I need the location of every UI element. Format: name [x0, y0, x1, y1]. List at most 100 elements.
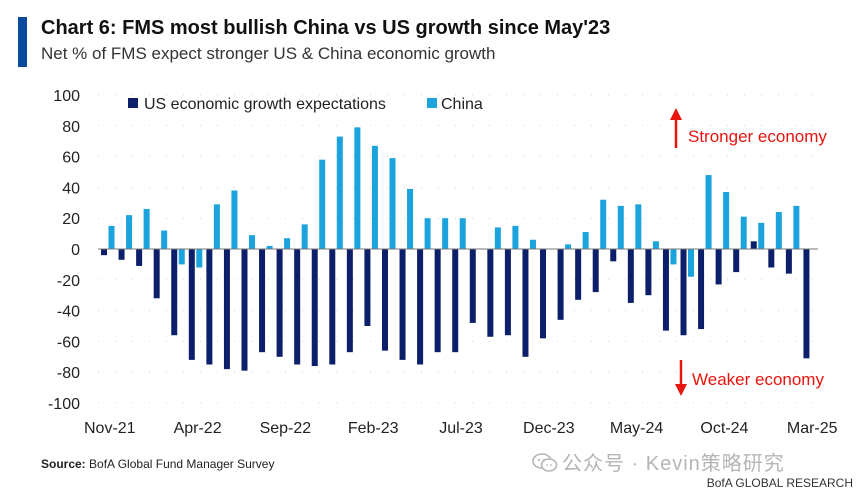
y-tick-label: -80	[57, 365, 80, 382]
y-tick-label: 20	[62, 211, 80, 228]
bar-china	[442, 218, 449, 249]
bar-us	[188, 249, 195, 360]
bar-us	[540, 249, 547, 339]
bar-us	[329, 249, 336, 365]
bar-us	[118, 249, 125, 260]
bar-us	[785, 249, 792, 274]
chart-title: Chart 6: FMS most bullish China vs US gr…	[41, 17, 611, 39]
bar-us	[276, 249, 283, 357]
bar-chart: 100 80 60 40 20 0 -20 -40 -60 -80 -100 Nov-21 Apr-2…	[48, 88, 838, 437]
watermark-text: 公众号 · Kevin策略研究	[562, 453, 785, 475]
legend-swatch-china	[427, 98, 437, 108]
bar-china	[424, 218, 431, 249]
bar-china	[284, 238, 291, 249]
bar-china	[635, 204, 642, 249]
bar-china	[389, 158, 396, 249]
bar-us	[294, 249, 301, 365]
bar-china	[775, 212, 782, 249]
bar-china	[143, 208, 150, 249]
bar-us	[452, 249, 459, 353]
x-tick-label: Nov-21	[84, 420, 136, 437]
bar-china	[231, 190, 238, 249]
bar-us	[364, 249, 371, 326]
bar-us	[733, 249, 740, 273]
bar-us	[223, 249, 230, 370]
y-tick-label: 0	[71, 242, 80, 259]
bar-us	[680, 249, 687, 336]
arrow-up-head	[670, 108, 682, 120]
source-text: BofA Global Fund Manager Survey	[89, 457, 275, 471]
bar-china	[758, 222, 765, 249]
bar-china	[354, 127, 361, 249]
bar-us	[206, 249, 213, 365]
bar-us	[803, 249, 810, 359]
bar-china	[723, 192, 730, 249]
x-tick-label: Feb-23	[348, 420, 399, 437]
bar-us	[101, 249, 107, 256]
y-tick-label: -60	[57, 334, 80, 351]
wechat-icon	[532, 453, 558, 472]
bar-china	[108, 225, 115, 249]
chart-subtitle: Net % of FMS expect stronger US & China …	[41, 44, 496, 63]
bar-us	[627, 249, 634, 303]
bar-china	[565, 244, 572, 249]
bar-us	[610, 249, 617, 262]
y-tick-label: 80	[62, 119, 80, 136]
bar-us	[346, 249, 353, 353]
bar-china	[161, 230, 168, 249]
bar-china	[582, 232, 589, 249]
bar-china	[301, 224, 308, 249]
annotation-weaker-label: Weaker economy	[692, 370, 824, 389]
x-tick-label: Apr-22	[174, 420, 222, 437]
bar-china	[793, 205, 800, 249]
title-accent-bar	[18, 17, 27, 67]
bar-us	[136, 249, 143, 266]
legend-label-us: US economic growth expectations	[144, 96, 386, 113]
y-tick-label: 100	[53, 88, 80, 105]
legend-swatch-us	[128, 98, 138, 108]
x-axis: Nov-21 Apr-22 Sep-22 Feb-23 Jul-23 Dec-23 May-…	[84, 420, 838, 437]
bar-us	[381, 249, 388, 351]
bar-china	[336, 136, 343, 249]
bar-china	[178, 249, 185, 265]
y-tick-label: 40	[62, 180, 80, 197]
bar-us	[522, 249, 529, 357]
x-tick-label: Jul-23	[439, 420, 483, 437]
bars-layer	[101, 127, 810, 371]
bar-china	[512, 225, 519, 249]
bar-us	[153, 249, 160, 299]
legend: US economic growth expectations China	[128, 96, 483, 113]
bar-china	[617, 205, 624, 249]
bar-china	[670, 249, 677, 265]
x-tick-label: May-24	[610, 420, 663, 437]
bar-china	[407, 188, 414, 249]
y-axis: 100 80 60 40 20 0 -20 -40 -60 -80 -100	[48, 88, 80, 413]
bar-us	[592, 249, 599, 293]
bar-us	[469, 249, 476, 323]
bar-china	[688, 249, 695, 277]
x-tick-label: Sep-22	[260, 420, 312, 437]
bar-us	[662, 249, 669, 331]
source-note: Source: BofA Global Fund Manager Survey	[41, 457, 274, 471]
bar-china	[529, 239, 536, 249]
bar-us	[698, 249, 705, 330]
source-label: Source:	[41, 457, 86, 471]
x-tick-label: Dec-23	[523, 420, 575, 437]
bar-china	[600, 199, 607, 249]
bar-china	[126, 215, 133, 249]
annotation-weaker: Weaker economy	[675, 360, 824, 396]
bar-china	[196, 249, 203, 268]
bar-us	[171, 249, 178, 336]
y-tick-label: -20	[57, 273, 80, 290]
bar-us	[750, 241, 757, 249]
watermark: 公众号 · Kevin策略研究	[532, 447, 785, 476]
arrow-down-head	[675, 384, 687, 396]
bar-china	[319, 159, 326, 249]
bar-china	[248, 235, 255, 249]
x-tick-label: Mar-25	[787, 420, 838, 437]
bar-china	[705, 175, 712, 249]
annotation-stronger: Stronger economy	[670, 108, 827, 148]
legend-label-china: China	[441, 96, 483, 113]
bar-china	[740, 216, 747, 249]
bar-us	[645, 249, 652, 296]
